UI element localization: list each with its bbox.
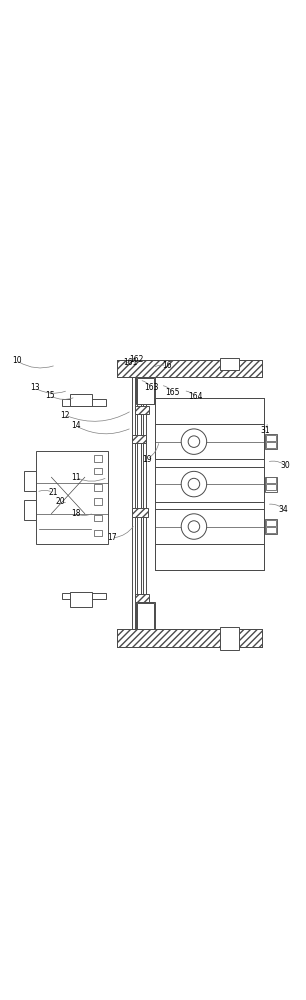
Circle shape (181, 514, 207, 539)
Circle shape (188, 478, 200, 490)
Bar (267, 435, 275, 441)
Text: 15: 15 (45, 391, 55, 400)
Bar (265, 434, 277, 449)
Bar (24, 500, 36, 520)
Text: 165: 165 (166, 388, 180, 397)
Text: 18: 18 (71, 509, 80, 518)
Text: 11: 11 (71, 473, 80, 482)
Bar (135, 594, 149, 602)
Bar (94, 498, 103, 505)
Text: 10: 10 (12, 356, 21, 365)
Bar (155, 509, 264, 544)
Text: 20: 20 (56, 497, 65, 506)
Bar (136, 602, 155, 629)
Text: 21: 21 (48, 488, 58, 497)
Bar (155, 544, 264, 570)
Bar (62, 399, 106, 406)
Bar (69, 592, 92, 607)
Bar (62, 593, 106, 599)
Bar (94, 468, 103, 474)
Text: 17: 17 (107, 533, 117, 542)
Bar (155, 398, 264, 424)
Bar (137, 603, 154, 629)
Bar (24, 471, 36, 491)
Text: 164: 164 (188, 392, 203, 401)
Bar (94, 515, 103, 521)
Bar (132, 361, 136, 639)
Bar (220, 627, 239, 650)
Bar (117, 360, 262, 377)
Bar (94, 484, 103, 491)
Text: 13: 13 (30, 383, 39, 392)
Bar (220, 358, 239, 370)
Bar (137, 378, 154, 404)
Bar (265, 519, 277, 534)
Bar (155, 398, 264, 570)
Text: 16: 16 (162, 361, 171, 370)
Bar (117, 360, 262, 377)
Text: 30: 30 (280, 461, 290, 470)
Bar (143, 361, 146, 639)
Bar (69, 394, 92, 406)
Bar (36, 451, 107, 544)
Bar (94, 455, 103, 462)
Text: 31: 31 (260, 426, 270, 435)
Bar (117, 629, 262, 647)
Text: 161: 161 (123, 358, 137, 367)
Bar (137, 361, 141, 639)
Bar (265, 477, 277, 492)
Circle shape (188, 521, 200, 532)
Bar (267, 520, 275, 526)
Bar (132, 508, 148, 517)
Bar (267, 484, 275, 490)
Circle shape (188, 436, 200, 447)
Bar (155, 424, 264, 459)
Text: 162: 162 (129, 355, 144, 364)
Circle shape (181, 471, 207, 497)
Bar (94, 530, 103, 536)
Bar (155, 467, 264, 502)
Bar (267, 477, 275, 483)
Bar (117, 629, 262, 647)
Bar (267, 527, 275, 533)
Text: 14: 14 (71, 421, 80, 430)
Text: 34: 34 (278, 505, 288, 514)
Circle shape (181, 429, 207, 454)
Bar (132, 435, 146, 443)
Text: 12: 12 (60, 411, 70, 420)
Bar (136, 377, 155, 404)
Bar (135, 406, 149, 414)
Text: 163: 163 (144, 383, 159, 392)
Bar (267, 442, 275, 448)
Text: 19: 19 (142, 455, 152, 464)
